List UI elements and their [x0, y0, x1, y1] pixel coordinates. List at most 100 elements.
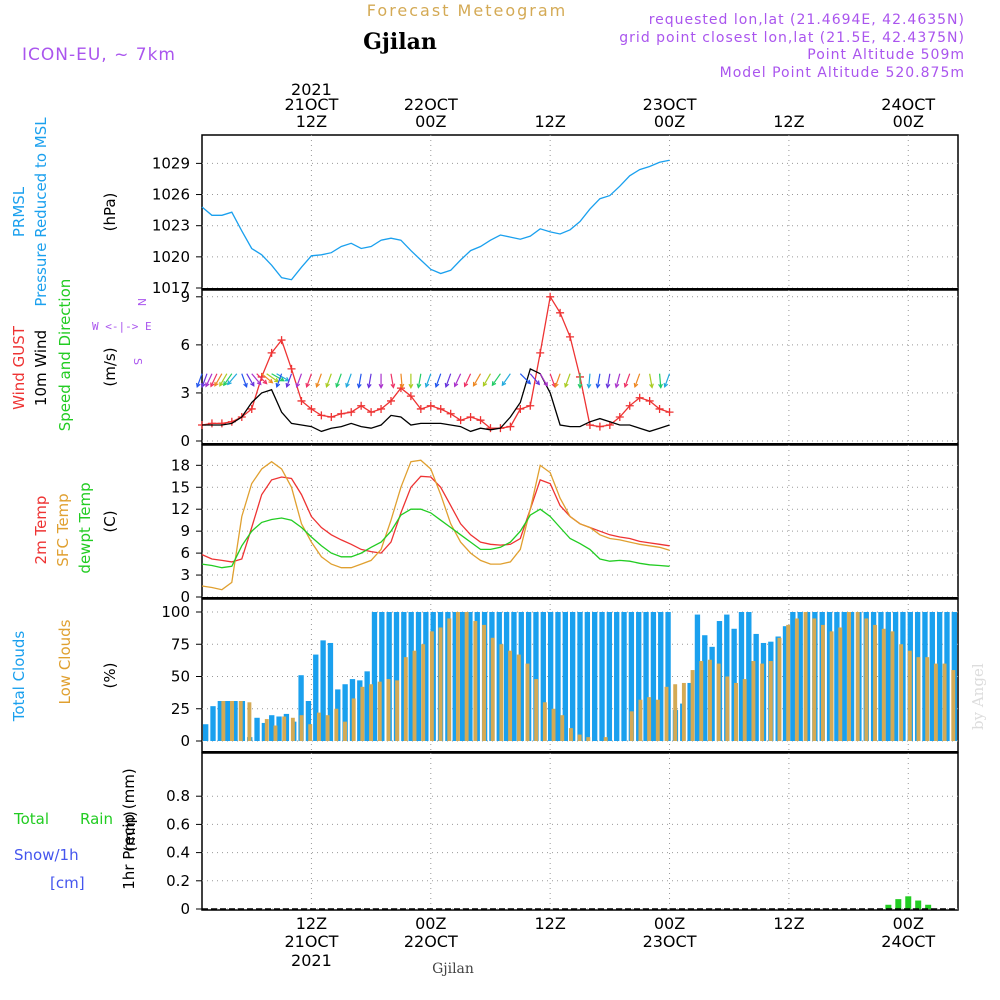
wind-arrow-head	[535, 380, 541, 386]
temp-2m-ylabel: 2m Temp	[32, 496, 50, 565]
gust-marker	[347, 408, 356, 417]
temperature-unit-label: (C)	[101, 510, 119, 532]
wind-arrow-head	[366, 383, 372, 389]
total-cloud-bar	[555, 612, 561, 741]
low-cloud-bar	[829, 631, 834, 741]
gust-marker	[446, 409, 455, 418]
wind-arrow-head	[482, 381, 488, 387]
low-cloud-bar	[768, 661, 773, 741]
low-cloud-bar	[708, 659, 712, 741]
gust-marker	[556, 308, 565, 317]
wind-direction-arrow	[296, 373, 303, 388]
bottom-hour-label: 12Z	[296, 914, 327, 933]
top-date-label: 23OCT	[643, 95, 697, 114]
bottom-hour-label: 12Z	[773, 914, 804, 933]
total-cloud-bar	[393, 612, 400, 741]
wind-direction-arrow	[335, 373, 342, 388]
legend-total: Total	[13, 810, 49, 828]
precip-bar	[895, 899, 902, 909]
low-cloud-bar	[890, 631, 895, 741]
low-cloud-bar	[508, 650, 513, 741]
low-cloud-bar	[551, 708, 556, 741]
total-cloud-bar	[826, 612, 833, 741]
wind-arrow-head	[205, 382, 210, 388]
wind-arrow-head	[577, 383, 583, 389]
wind-direction-arrow	[615, 373, 621, 388]
low-cloud-bar	[456, 612, 460, 741]
wind-arrow-head	[268, 378, 274, 384]
wind-unit-label: (m/s)	[101, 347, 119, 386]
wind-dir-ylabel: Speed and Direction	[56, 279, 74, 432]
pressure-ylabel-1: PRMSL	[10, 186, 28, 237]
top-date-label: 21OCT	[284, 95, 338, 114]
wind-arrow-head	[305, 382, 311, 389]
total-cloud-bar	[467, 612, 473, 741]
low-cloud-bar	[308, 724, 313, 741]
wind-direction-arrow	[251, 373, 262, 385]
wind-arrow-head	[614, 383, 620, 389]
footer-location: Gjilan	[432, 961, 474, 977]
low-cloud-bar	[647, 697, 652, 741]
low-cloud-bar	[873, 624, 878, 741]
gust-marker	[595, 422, 604, 431]
total-cloud-bar	[650, 612, 657, 741]
gust-marker	[287, 364, 296, 373]
header-title: Forecast Meteogram	[367, 1, 567, 20]
gust-marker	[207, 419, 216, 428]
total-cloud-bar	[885, 612, 891, 741]
compass-south: S	[131, 358, 144, 365]
low-cloud-bar	[803, 612, 808, 741]
watermark: by Angel	[969, 663, 987, 730]
bottom-hour-label: 00Z	[654, 914, 685, 933]
total-cloud-bar	[614, 612, 620, 741]
low-cloud-bar	[681, 682, 686, 741]
gust-marker	[307, 404, 316, 413]
low-cloud-bar	[742, 679, 747, 741]
bottom-date-label: 22OCT	[404, 932, 458, 951]
total-cloud-bar	[944, 612, 950, 741]
wind-direction-arrow	[596, 373, 601, 388]
wind-direction-arrow	[417, 373, 422, 388]
pressure-series-prmsl	[201, 159, 670, 281]
top-hour-label: 00Z	[654, 112, 685, 131]
low-cloud-bar	[429, 631, 434, 741]
temperature-ytick-label: 12	[171, 500, 190, 518]
pressure-ytick-label: 1017	[152, 279, 190, 297]
wind-direction-arrow	[634, 373, 641, 388]
low-cloud-bar	[855, 612, 860, 741]
wind-direction-arrow	[227, 373, 238, 385]
wind-ytick-label: 3	[180, 384, 190, 402]
wind-arrow-head	[399, 383, 405, 389]
temperature-series-sfc-temp	[201, 459, 670, 591]
low-cloud-bar	[734, 682, 738, 741]
low-cloud-bar	[230, 701, 234, 741]
total-cloud-bar	[452, 612, 458, 741]
bottom-hour-label: 00Z	[415, 914, 446, 933]
total-cloud-bar	[371, 612, 378, 741]
pressure-ytick-label: 1026	[152, 186, 190, 204]
wind-direction-arrow	[316, 373, 322, 388]
wind-direction-arrow	[482, 373, 491, 387]
low-cloud-bar	[916, 657, 921, 741]
low-cloud-bar	[369, 684, 374, 741]
low-cloud-bar	[847, 612, 851, 741]
wind-arrow-head	[663, 382, 669, 389]
wind-arrow-head	[623, 382, 629, 389]
wind-direction-arrow	[368, 373, 372, 388]
total-cloud-bar	[804, 612, 811, 741]
low-cloud-bar	[568, 728, 573, 741]
low-cloud-bar	[334, 708, 339, 741]
total-cloud-bar	[518, 612, 524, 741]
total-cloud-bar	[298, 675, 304, 741]
low-cloud-bar	[395, 680, 400, 741]
bottom-year-label: 2021	[291, 951, 332, 970]
low-cloud-bar	[343, 721, 347, 741]
compass-we: W <-|-> E	[92, 320, 152, 333]
wind-direction-arrow	[219, 373, 228, 387]
wind-ytick-label: 9	[180, 288, 190, 306]
low-cloud-bar	[925, 657, 930, 741]
clouds-ytick-label: 50	[171, 668, 190, 686]
wind-arrow-head	[262, 379, 268, 385]
clouds-ytick-label: 75	[171, 635, 190, 653]
total-cloud-bar	[665, 612, 671, 741]
